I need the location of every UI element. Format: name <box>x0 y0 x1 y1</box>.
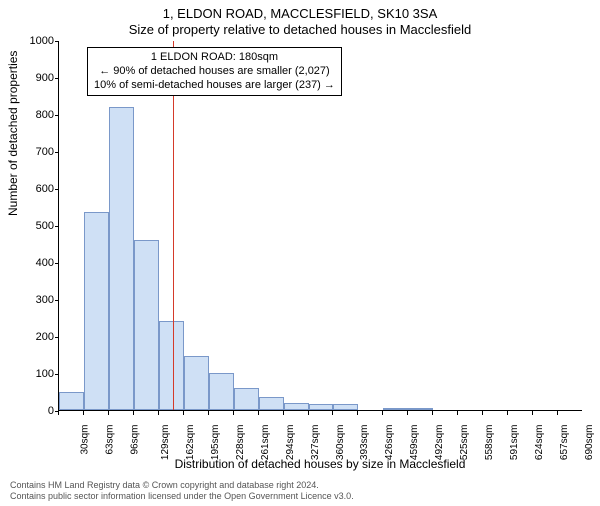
y-tick-mark <box>55 115 59 116</box>
y-tick-label: 400 <box>14 257 54 269</box>
y-tick-mark <box>55 337 59 338</box>
y-tick-mark <box>55 300 59 301</box>
x-tick-label: 624sqm <box>534 425 545 461</box>
chart-container: 1, ELDON ROAD, MACCLESFIELD, SK10 3SA Si… <box>0 6 600 506</box>
y-tick-label: 1000 <box>14 35 54 47</box>
x-tick-label: 30sqm <box>80 425 91 455</box>
y-tick-label: 800 <box>14 109 54 121</box>
annotation-line-2: ← 90% of detached houses are smaller (2,… <box>94 65 335 79</box>
x-tick-label: 294sqm <box>285 425 296 461</box>
chart-area: 1 ELDON ROAD: 180sqm← 90% of detached ho… <box>58 41 582 411</box>
x-tick-label: 360sqm <box>335 425 346 461</box>
histogram-bar <box>383 408 408 410</box>
y-tick-mark <box>55 78 59 79</box>
x-tick-mark <box>83 411 84 415</box>
histogram-bar <box>309 404 334 410</box>
x-tick-mark <box>432 411 433 415</box>
x-tick-label: 426sqm <box>385 425 396 461</box>
x-tick-label: 558sqm <box>484 425 495 461</box>
x-tick-mark <box>482 411 483 415</box>
x-tick-label: 690sqm <box>584 425 595 461</box>
x-tick-mark <box>332 411 333 415</box>
x-tick-label: 228sqm <box>235 425 246 461</box>
x-tick-label: 327sqm <box>310 425 321 461</box>
histogram-bar <box>234 388 259 410</box>
y-tick-mark <box>55 41 59 42</box>
x-tick-mark <box>557 411 558 415</box>
marker-line <box>173 41 174 410</box>
annotation-box: 1 ELDON ROAD: 180sqm← 90% of detached ho… <box>87 47 342 96</box>
histogram-bar <box>59 392 84 411</box>
annotation-line-3: 10% of semi-detached houses are larger (… <box>94 79 335 93</box>
x-tick-mark <box>357 411 358 415</box>
x-tick-mark <box>283 411 284 415</box>
y-tick-label: 100 <box>14 368 54 380</box>
x-tick-mark <box>532 411 533 415</box>
y-tick-mark <box>55 374 59 375</box>
x-tick-label: 63sqm <box>104 425 115 455</box>
x-tick-mark <box>158 411 159 415</box>
x-tick-mark <box>58 411 59 415</box>
x-tick-mark <box>233 411 234 415</box>
x-tick-mark <box>308 411 309 415</box>
histogram-bar <box>159 321 184 410</box>
y-tick-mark <box>55 263 59 264</box>
histogram-bar <box>184 356 209 410</box>
y-tick-label: 700 <box>14 146 54 158</box>
y-tick-label: 300 <box>14 294 54 306</box>
histogram-bar <box>84 212 109 410</box>
y-tick-mark <box>55 189 59 190</box>
footer-line-2: Contains public sector information licen… <box>10 491 590 502</box>
x-tick-mark <box>208 411 209 415</box>
x-tick-mark <box>133 411 134 415</box>
x-tick-mark <box>258 411 259 415</box>
x-tick-label: 657sqm <box>559 425 570 461</box>
x-tick-label: 591sqm <box>509 425 520 461</box>
page-title: 1, ELDON ROAD, MACCLESFIELD, SK10 3SA <box>0 6 600 21</box>
x-tick-label: 393sqm <box>360 425 371 461</box>
y-tick-label: 600 <box>14 183 54 195</box>
x-tick-mark <box>382 411 383 415</box>
histogram-bar <box>134 240 159 410</box>
histogram-bar <box>209 373 234 410</box>
x-tick-label: 96sqm <box>129 425 140 455</box>
y-tick-label: 500 <box>14 220 54 232</box>
x-tick-mark <box>108 411 109 415</box>
x-tick-mark <box>457 411 458 415</box>
x-tick-mark <box>507 411 508 415</box>
x-tick-label: 129sqm <box>160 425 171 461</box>
x-tick-label: 195sqm <box>210 425 221 461</box>
histogram-bar <box>333 404 358 410</box>
x-tick-label: 492sqm <box>434 425 445 461</box>
footer-line-1: Contains HM Land Registry data © Crown c… <box>10 480 590 491</box>
y-tick-label: 900 <box>14 72 54 84</box>
footer-attribution: Contains HM Land Registry data © Crown c… <box>10 480 590 502</box>
x-tick-mark <box>183 411 184 415</box>
x-tick-mark <box>407 411 408 415</box>
plot-area: 1 ELDON ROAD: 180sqm← 90% of detached ho… <box>58 41 582 411</box>
y-tick-mark <box>55 152 59 153</box>
y-tick-mark <box>55 226 59 227</box>
histogram-bar <box>259 397 284 410</box>
histogram-bar <box>284 403 309 410</box>
histogram-bar <box>109 107 134 410</box>
histogram-bar <box>408 408 433 410</box>
y-tick-label: 0 <box>14 405 54 417</box>
x-tick-label: 525sqm <box>459 425 470 461</box>
y-tick-label: 200 <box>14 331 54 343</box>
x-tick-label: 459sqm <box>409 425 420 461</box>
x-tick-label: 261sqm <box>260 425 271 461</box>
page-subtitle: Size of property relative to detached ho… <box>0 22 600 37</box>
x-tick-label: 162sqm <box>185 425 196 461</box>
annotation-line-1: 1 ELDON ROAD: 180sqm <box>94 51 335 65</box>
